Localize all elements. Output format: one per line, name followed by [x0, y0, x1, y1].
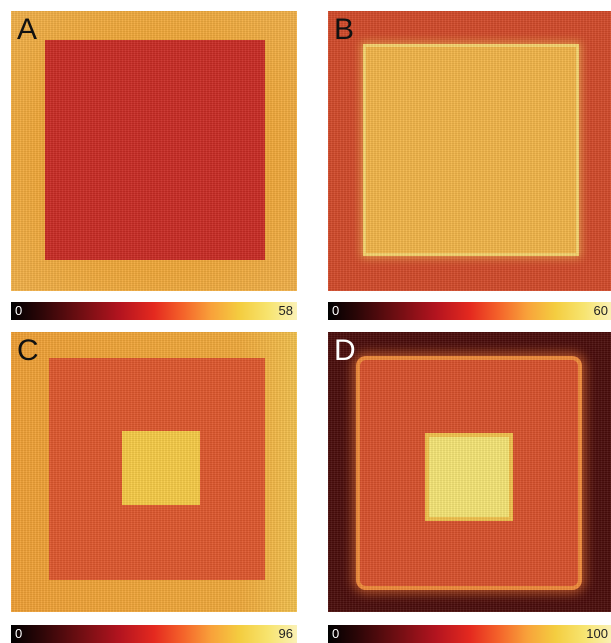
outer-square	[45, 40, 265, 260]
panel-label: C	[17, 334, 39, 367]
inner-square	[122, 431, 200, 505]
panel-label: B	[334, 13, 355, 46]
panel-c-image: C	[11, 332, 297, 612]
colorbar-min-label: 0	[332, 626, 340, 641]
colorbar-max-label: 58	[278, 303, 293, 318]
colorbar-max-label: 96	[278, 626, 293, 641]
inner-square	[429, 437, 509, 517]
panel-a-image: A	[11, 11, 297, 291]
panel-label: D	[334, 334, 356, 367]
outer-square	[363, 44, 579, 256]
panel-label: A	[17, 13, 38, 46]
colorbar-min-label: 0	[15, 626, 23, 641]
colorbar: 0 96	[11, 625, 297, 643]
colorbar-max-label: 100	[586, 626, 608, 641]
colorbar: 0 100	[328, 625, 611, 643]
panel-d-image: D	[328, 332, 611, 612]
colorbar-min-label: 0	[15, 303, 23, 318]
colorbar: 0 58	[11, 302, 297, 320]
panel-b-image: B	[328, 11, 611, 291]
colorbar: 0 60	[328, 302, 611, 320]
colorbar-max-label: 60	[593, 303, 608, 318]
colorbar-min-label: 0	[332, 303, 340, 318]
